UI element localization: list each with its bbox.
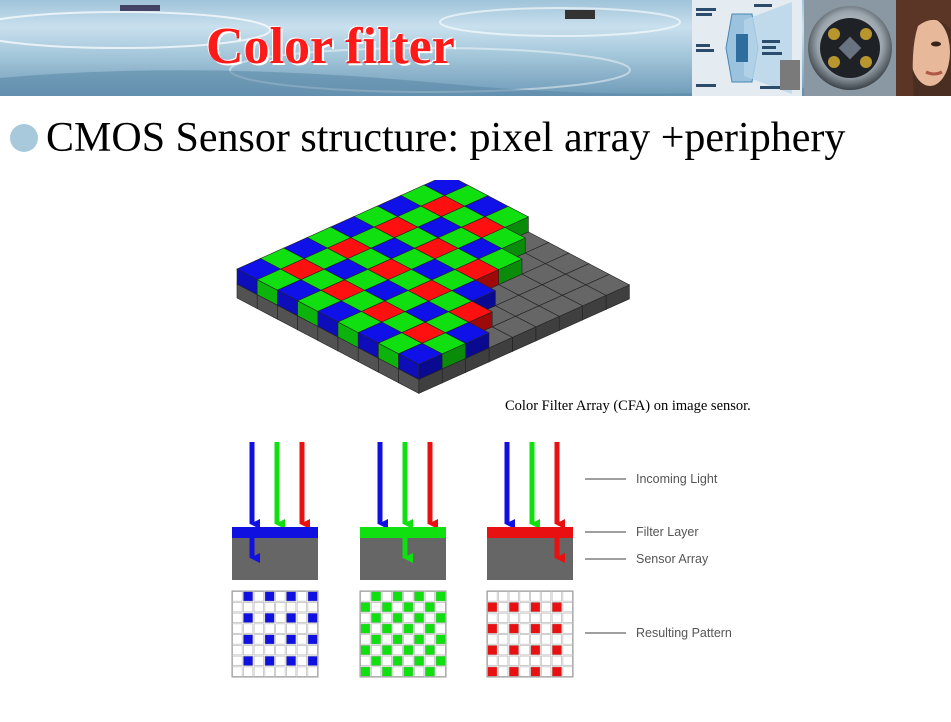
label-filter-layer: Filter Layer bbox=[636, 525, 699, 539]
label-incoming-light: Incoming Light bbox=[636, 472, 718, 486]
banner-decoration bbox=[0, 5, 951, 96]
filter-layer-bar bbox=[360, 527, 446, 538]
channel-panel-blue bbox=[231, 442, 319, 678]
adas-diagram-thumbnail bbox=[692, 0, 802, 96]
sensor-array-block bbox=[232, 538, 318, 580]
sensor-array-block bbox=[487, 538, 573, 580]
face-photo-thumbnail bbox=[896, 0, 951, 96]
channel-panel-green bbox=[359, 442, 447, 678]
slide-title: Color filter bbox=[206, 18, 455, 75]
camera-module-thumbnail bbox=[804, 0, 896, 96]
resulting-pattern-grid bbox=[231, 590, 319, 678]
callout-lines bbox=[585, 478, 626, 634]
channel-panel-red bbox=[486, 442, 574, 678]
cfa-3d-diagram bbox=[236, 180, 631, 394]
filter-layer-bar bbox=[487, 527, 573, 538]
label-sensor-array: Sensor Array bbox=[636, 552, 709, 566]
label-resulting-pattern: Resulting Pattern bbox=[636, 626, 732, 640]
color-filter-cell bbox=[397, 342, 443, 380]
figure-caption: Color Filter Array (CFA) on image sensor… bbox=[505, 398, 751, 414]
bullet-text: CMOS Sensor structure: pixel array +peri… bbox=[46, 115, 846, 161]
bullet-item: CMOS Sensor structure: pixel array +peri… bbox=[10, 108, 845, 168]
resulting-pattern-grid bbox=[486, 590, 574, 678]
resulting-pattern-grid bbox=[359, 590, 447, 678]
cfa-figure bbox=[231, 180, 631, 678]
bullet-dot-icon bbox=[10, 124, 38, 152]
filter-layer-bar bbox=[232, 527, 318, 538]
